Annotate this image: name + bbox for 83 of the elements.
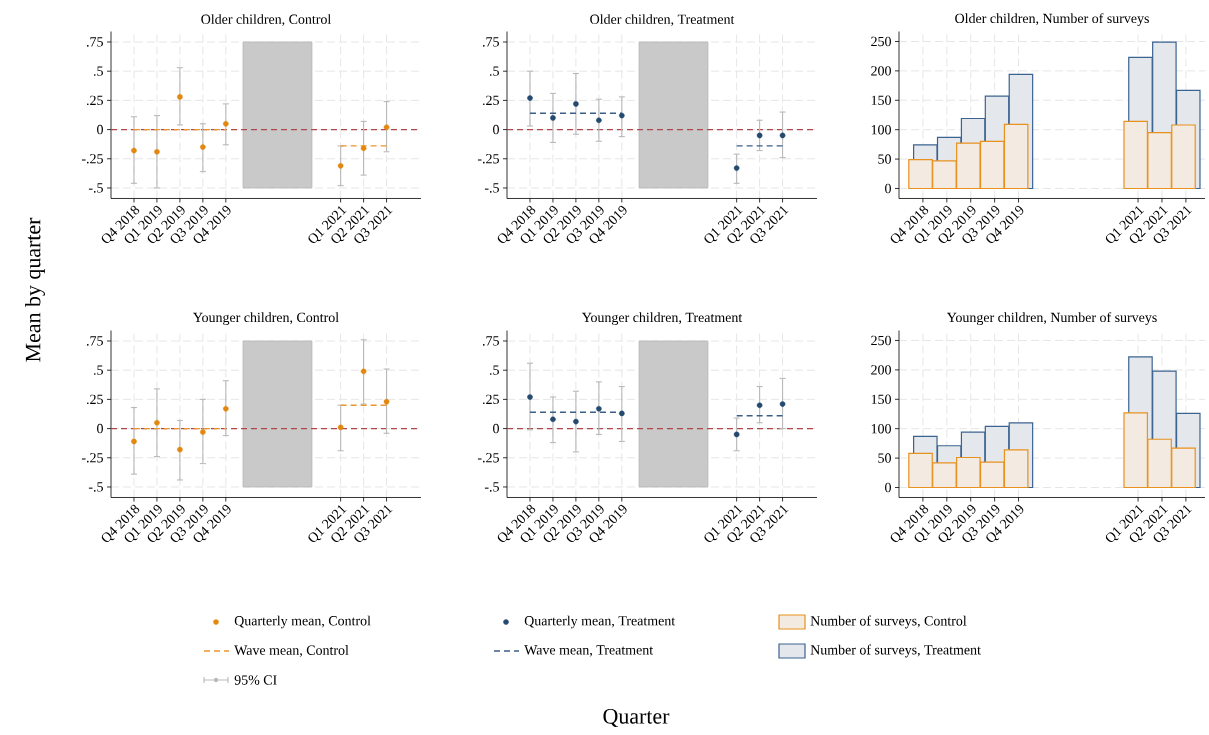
point	[756, 402, 763, 409]
y-tick-label: 250	[871, 335, 891, 346]
y-tick-label: 100	[871, 124, 891, 135]
y-tick-label: -.25	[477, 453, 499, 463]
point	[131, 438, 137, 445]
point	[756, 132, 763, 139]
y-tick-label: .5	[93, 365, 103, 375]
y-tick-label: .25	[482, 95, 499, 106]
chart-title: Older children, Control	[201, 14, 331, 26]
y-tick-label: -.5	[484, 183, 499, 193]
y-tick-label: .75	[86, 37, 103, 47]
point	[383, 398, 390, 405]
point	[383, 124, 390, 131]
point	[733, 165, 740, 171]
x-axis-title: Quarter	[603, 708, 670, 728]
y-tick-label: .5	[489, 365, 499, 375]
chart-title: Older children, Treatment	[590, 14, 735, 26]
point	[337, 424, 344, 431]
y-tick-label: .75	[482, 336, 499, 346]
chart-title: Younger children, Treatment	[581, 312, 743, 325]
chart-title: Older children, Number of surveys	[955, 13, 1149, 26]
y-tick-label: .75	[86, 336, 103, 346]
y-tick-label: -.5	[88, 482, 103, 492]
y-tick-label: -.25	[81, 154, 103, 164]
point	[527, 394, 533, 400]
point	[223, 405, 229, 412]
chart-title: Younger children, Number of surveys	[946, 312, 1157, 325]
point	[177, 446, 183, 453]
point	[619, 112, 625, 119]
y-tick-label: 100	[871, 423, 891, 434]
y-tick-label: 200	[871, 365, 891, 375]
legend-label: Number of surveys, Treatment	[810, 644, 981, 658]
point	[550, 416, 556, 423]
legend-label: Quarterly mean, Control	[234, 615, 371, 629]
point	[200, 429, 206, 435]
point	[619, 410, 625, 417]
y-tick-label: 0	[885, 183, 891, 194]
y-tick-label: 150	[871, 394, 891, 404]
y-tick-label: .75	[482, 37, 499, 47]
point	[596, 405, 602, 412]
point	[596, 117, 602, 124]
point	[779, 132, 786, 139]
point	[573, 418, 579, 425]
point	[779, 401, 786, 407]
legend-label: Wave mean, Treatment	[524, 645, 654, 657]
point	[550, 115, 556, 121]
point	[200, 144, 206, 150]
y-tick-label: .5	[93, 66, 103, 76]
y-tick-label: .25	[482, 394, 499, 405]
point	[154, 148, 160, 155]
y-axis-title: Mean by quarter	[25, 217, 45, 362]
chart-title: Younger children, Control	[193, 312, 339, 325]
point	[223, 120, 229, 127]
point	[337, 162, 344, 169]
y-tick-label: 50	[878, 453, 891, 463]
point	[154, 419, 160, 426]
y-tick-label: .25	[86, 394, 103, 405]
legend-label: Number of surveys, Control	[810, 615, 967, 629]
y-tick-label: 150	[871, 95, 891, 105]
y-tick-label: .5	[489, 66, 499, 76]
point	[573, 101, 579, 107]
point	[360, 145, 367, 152]
y-tick-label: 0	[97, 423, 103, 434]
y-tick-label: .25	[86, 95, 103, 106]
y-tick-label: -.5	[88, 183, 103, 193]
point	[131, 147, 137, 154]
y-tick-label: 0	[97, 124, 103, 135]
y-tick-label: -.25	[477, 154, 499, 164]
point	[177, 94, 183, 100]
y-tick-label: -.25	[81, 453, 103, 463]
y-tick-label: 0	[493, 124, 499, 135]
point	[360, 368, 367, 375]
legend-label: Wave mean, Control	[234, 645, 349, 657]
point	[733, 431, 740, 438]
point	[527, 95, 533, 101]
y-tick-label: 200	[871, 66, 891, 76]
y-tick-label: 250	[871, 36, 891, 47]
y-tick-label: 0	[885, 482, 891, 493]
y-tick-label: 0	[493, 423, 499, 434]
legend-label: Quarterly mean, Treatment	[524, 615, 676, 629]
y-tick-label: -.5	[484, 482, 499, 492]
text: 95% CI	[234, 675, 277, 685]
y-tick-label: 50	[878, 154, 891, 164]
